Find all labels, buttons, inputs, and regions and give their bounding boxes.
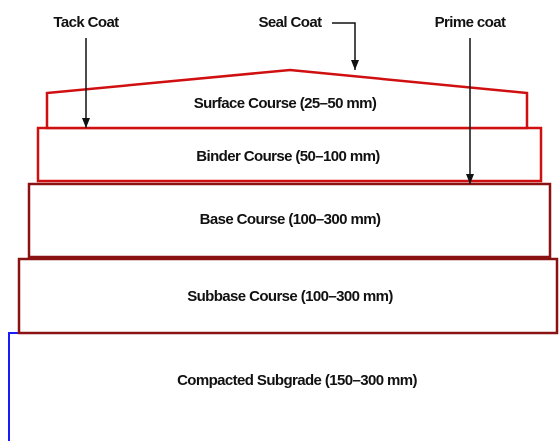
coat-label: Prime coat xyxy=(435,14,506,31)
subbase-layer xyxy=(17,257,559,335)
layer-label: Subbase Course (100–300 mm) xyxy=(187,288,393,305)
layer-label: Binder Course (50–100 mm) xyxy=(196,148,380,165)
base-layer xyxy=(27,182,552,259)
layer-label: Compacted Subgrade (150–300 mm) xyxy=(177,372,417,389)
layer-label: Surface Course (25–50 mm) xyxy=(194,95,377,112)
arrow xyxy=(332,22,359,70)
subgrade-layer xyxy=(8,333,559,441)
coat-label: Seal Coat xyxy=(259,14,323,31)
surface-layer xyxy=(45,68,529,130)
coat-label: Tack Coat xyxy=(53,14,119,31)
layer-label: Base Course (100–300 mm) xyxy=(200,211,381,228)
